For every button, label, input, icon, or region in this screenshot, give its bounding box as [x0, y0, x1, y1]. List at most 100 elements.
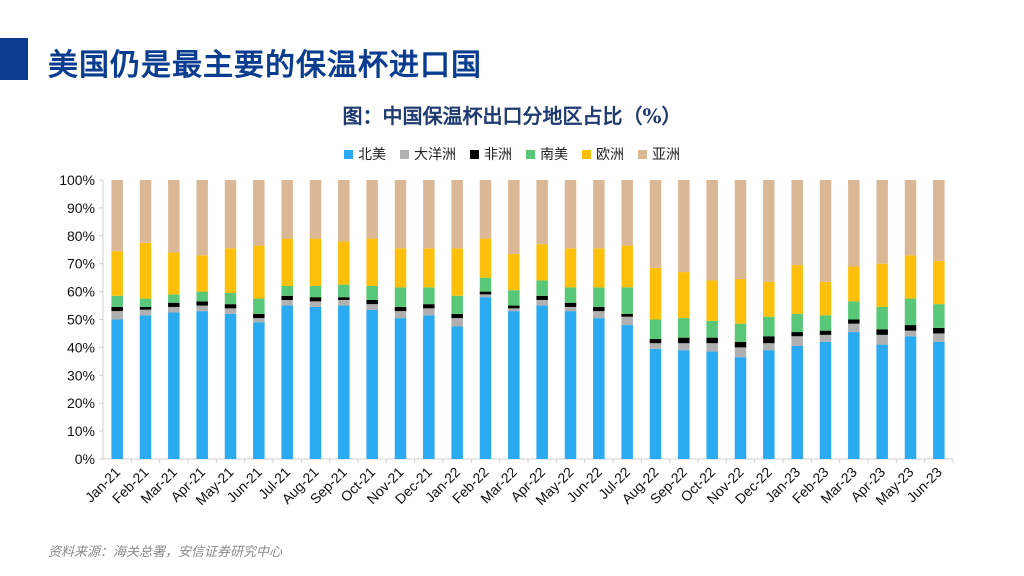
- bar-segment: [508, 308, 520, 312]
- bar-segment: [168, 294, 180, 303]
- y-tick-label: 90%: [67, 200, 95, 216]
- y-tick-label: 60%: [67, 284, 95, 300]
- legend-swatch: [470, 149, 479, 159]
- bar-segment: [111, 319, 123, 459]
- bar-segment: [224, 304, 237, 309]
- bar-segment: [876, 306, 888, 330]
- bar-segment: [338, 180, 350, 242]
- bar-segment: [678, 180, 690, 273]
- bar-segment: [224, 293, 237, 305]
- bar-segment: [224, 180, 237, 249]
- bar-segment: [621, 245, 633, 288]
- bar-segment: [536, 305, 548, 459]
- bar-segment: [224, 313, 237, 459]
- bar-segment: [593, 287, 605, 307]
- y-tick-label: 50%: [67, 312, 95, 328]
- bar-segment: [621, 316, 633, 326]
- bar-segment: [904, 336, 917, 459]
- bar-segment: [508, 311, 520, 459]
- slide-title: 美国仍是最主要的保温杯进口国: [48, 48, 482, 83]
- chart-legend: 北美 大洋洲 非洲 南美 欧洲 亚洲: [0, 144, 1024, 164]
- legend-label: 南美: [540, 146, 568, 162]
- y-tick-label: 80%: [67, 228, 95, 244]
- bar-segment: [309, 301, 322, 307]
- bar-segment: [593, 248, 605, 288]
- bar-segment: [621, 325, 633, 459]
- bar-segment: [876, 329, 888, 335]
- bar-segment: [196, 301, 208, 306]
- bar-segment: [366, 238, 378, 287]
- bar-segment: [933, 304, 945, 328]
- bar-segment: [536, 299, 548, 306]
- bar-segment: [678, 337, 690, 344]
- bar-segment: [706, 280, 718, 321]
- bar-segment: [309, 306, 322, 459]
- bar-segment: [168, 306, 180, 313]
- legend-item-asia: 亚洲: [638, 144, 680, 164]
- bar-segment: [196, 305, 208, 312]
- bar-segment: [479, 297, 492, 459]
- bar-segment: [791, 336, 803, 346]
- bar-segment: [593, 311, 605, 319]
- chart-title: 图：中国保温杯出口分地区占比（%）: [342, 104, 682, 128]
- bar-segment: [564, 302, 577, 307]
- bar-segment: [904, 330, 917, 337]
- bar-segment: [734, 357, 747, 459]
- bar-segment: [366, 309, 378, 459]
- bar-segment: [309, 286, 322, 298]
- bar-segment: [734, 279, 747, 324]
- bar-segment: [224, 248, 237, 293]
- legend-swatch: [582, 149, 591, 159]
- bar-segment: [819, 330, 832, 335]
- legend-swatch: [526, 149, 535, 159]
- bar-segment: [423, 315, 435, 459]
- bar-segment: [139, 242, 152, 299]
- bar-segment: [338, 241, 350, 285]
- bar-segment: [479, 277, 492, 292]
- bar-segment: [876, 180, 888, 264]
- y-tick-label: 20%: [67, 395, 95, 411]
- bar-segment: [196, 291, 208, 302]
- bar-segment: [451, 248, 463, 296]
- bar-segment: [139, 315, 152, 459]
- bar-segment: [451, 318, 463, 327]
- bar-segment: [451, 326, 463, 459]
- bar-segment: [904, 255, 917, 299]
- bar-segment: [423, 304, 435, 309]
- bar-segment: [593, 318, 605, 459]
- bar-segment: [678, 272, 690, 319]
- y-tick-label: 40%: [67, 339, 95, 355]
- bar-segment: [423, 180, 435, 249]
- legend-label: 亚洲: [652, 146, 680, 162]
- bar-segment: [706, 351, 718, 459]
- bar-segment: [933, 341, 945, 459]
- bar-segment: [734, 180, 747, 280]
- bar-segment: [933, 333, 945, 342]
- bar-segment: [649, 339, 662, 344]
- bar-segment: [848, 266, 860, 302]
- bar-segment: [706, 320, 718, 338]
- bar-segment: [253, 313, 265, 319]
- bar-segment: [111, 180, 123, 252]
- bar-segment: [281, 305, 293, 459]
- bar-segment: [366, 304, 378, 310]
- bar-segment: [848, 319, 860, 324]
- bar-segment: [309, 238, 322, 287]
- legend-swatch: [638, 149, 647, 159]
- bar-segment: [649, 180, 662, 268]
- bar-segment: [281, 286, 293, 296]
- bar-segment: [309, 180, 322, 239]
- bar-segment: [819, 281, 832, 316]
- bar-segment: [593, 180, 605, 249]
- bar-segment: [111, 295, 123, 307]
- bar-segment: [394, 311, 407, 319]
- bar-segment: [394, 318, 407, 459]
- legend-swatch: [400, 149, 409, 159]
- bar-segment: [253, 298, 265, 314]
- bar-segment: [621, 313, 633, 317]
- bar-segment: [366, 286, 378, 300]
- bar-segment: [281, 238, 293, 287]
- bar-segment: [791, 313, 803, 333]
- bar-segment: [678, 350, 690, 459]
- bar-segment: [678, 343, 690, 351]
